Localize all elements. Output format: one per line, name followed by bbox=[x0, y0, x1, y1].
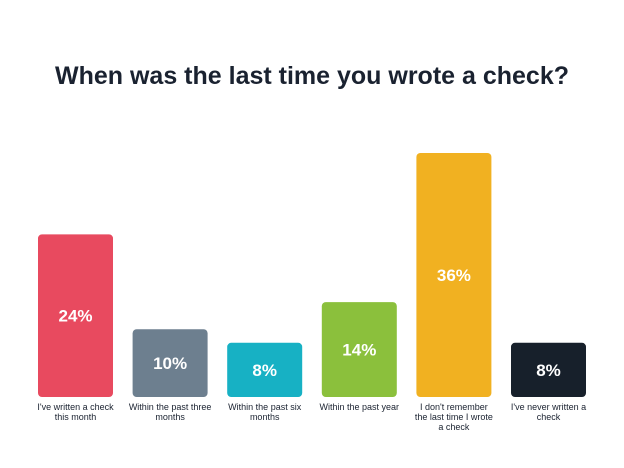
category-label-line: months bbox=[155, 412, 185, 422]
category-label-line: a check bbox=[438, 422, 470, 432]
bar-value-label-5: 36% bbox=[437, 266, 471, 285]
category-label-line: I've never written a bbox=[511, 402, 586, 412]
category-label-2: Within the past three months bbox=[129, 402, 212, 422]
category-label-5: I don't remember the last time I wrote a c… bbox=[415, 402, 493, 432]
bar-5 bbox=[416, 153, 492, 397]
bars-group: 24% I've written a check this month 10% With… bbox=[37, 153, 586, 432]
bar-2 bbox=[132, 329, 208, 397]
category-label-line: Within the past six bbox=[228, 402, 302, 412]
category-label-line: Within the past three bbox=[129, 402, 212, 412]
category-label-line: check bbox=[537, 412, 561, 422]
category-label-line: the last time I wrote bbox=[415, 412, 493, 422]
bar-3 bbox=[227, 342, 303, 397]
category-label-4: Within the past year bbox=[320, 402, 400, 412]
category-label-6: I've never written a check bbox=[511, 402, 586, 422]
bar-value-label-2: 10% bbox=[153, 354, 187, 373]
chart-title: When was the last time you wrote a check… bbox=[55, 62, 569, 90]
bar-1 bbox=[38, 234, 113, 397]
bar-4 bbox=[321, 302, 397, 397]
category-label-line: I don't remember bbox=[420, 402, 488, 412]
bar-value-label-1: 24% bbox=[58, 307, 92, 326]
bar-6 bbox=[511, 342, 586, 397]
bar-value-label-4: 14% bbox=[342, 341, 376, 360]
category-label-line: Within the past year bbox=[320, 402, 400, 412]
bar-value-label-3: 8% bbox=[252, 361, 277, 380]
category-label-line: I've written a check bbox=[37, 402, 114, 412]
category-label-line: this month bbox=[55, 412, 97, 422]
category-label-3: Within the past six months bbox=[228, 402, 302, 422]
bar-value-label-6: 8% bbox=[536, 361, 561, 380]
category-label-line: months bbox=[250, 412, 280, 422]
category-label-1: I've written a check this month bbox=[37, 402, 114, 422]
